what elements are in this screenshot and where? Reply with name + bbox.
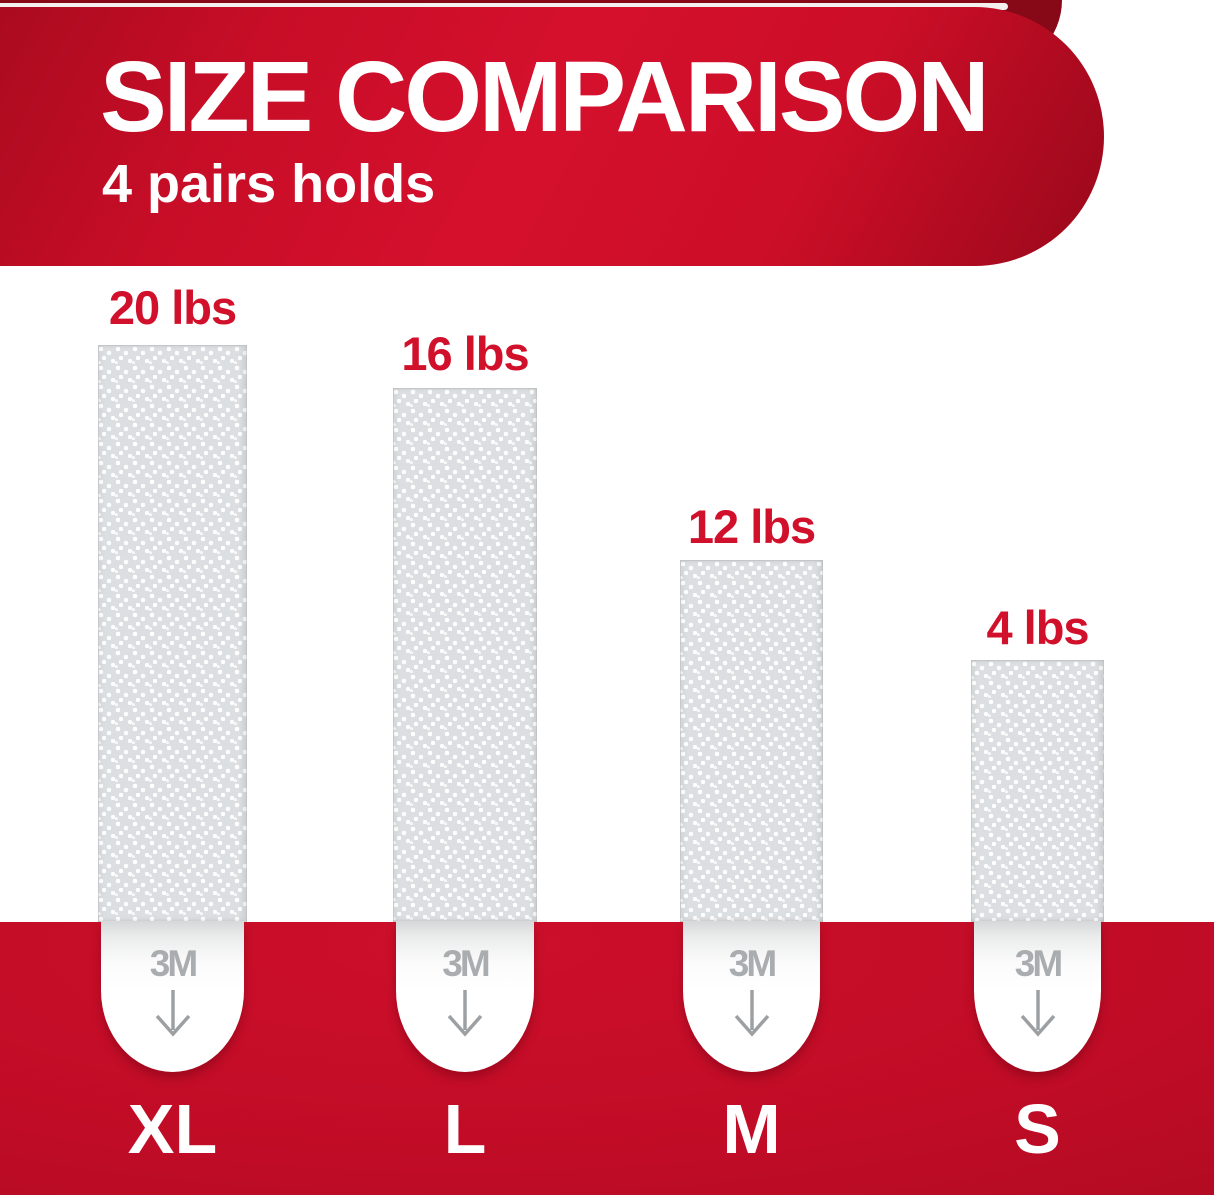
down-arrow-icon xyxy=(734,990,769,1037)
capacity-label-s: 4 lbs xyxy=(986,601,1089,654)
3m-logo: 3M xyxy=(149,943,198,984)
adhesive-strip-xl xyxy=(98,345,247,922)
page-subtitle: 4 pairs holds xyxy=(102,154,436,214)
header-banner: SIZE COMPARISON 4 pairs holds xyxy=(0,7,1104,266)
adhesive-strip-s xyxy=(971,660,1104,922)
adhesive-strip-l xyxy=(393,388,537,922)
down-arrow-icon xyxy=(1020,990,1055,1037)
size-label-m: M xyxy=(722,1090,781,1168)
3m-logo: 3M xyxy=(442,943,490,984)
strip-column-xl: 20 lbs 3M XL xyxy=(98,0,247,1195)
size-label-s: S xyxy=(1014,1090,1061,1168)
capacity-label-l: 16 lbs xyxy=(401,327,529,380)
size-label-xl: XL xyxy=(127,1090,218,1168)
banner-highlight-edge xyxy=(0,3,1008,10)
pull-tab-l: 3M xyxy=(396,921,534,1072)
strip-column-s: 4 lbs 3M S xyxy=(971,0,1104,1195)
capacity-label-m: 12 lbs xyxy=(687,500,816,553)
pull-tab-s: 3M xyxy=(974,921,1101,1072)
3m-logo: 3M xyxy=(728,943,777,984)
down-arrow-icon xyxy=(155,990,190,1037)
down-arrow-icon xyxy=(447,990,483,1037)
3m-logo: 3M xyxy=(1014,943,1063,984)
pull-tab-m: 3M xyxy=(683,921,820,1072)
strip-column-l: 16 lbs 3M L xyxy=(393,0,537,1195)
page-title: SIZE COMPARISON xyxy=(100,41,990,153)
size-label-l: L xyxy=(443,1090,487,1168)
pull-tab-xl: 3M xyxy=(101,921,244,1072)
strip-column-m: 12 lbs 3M M xyxy=(680,0,823,1195)
adhesive-strip-m xyxy=(680,560,823,922)
capacity-label-xl: 20 lbs xyxy=(108,281,237,334)
